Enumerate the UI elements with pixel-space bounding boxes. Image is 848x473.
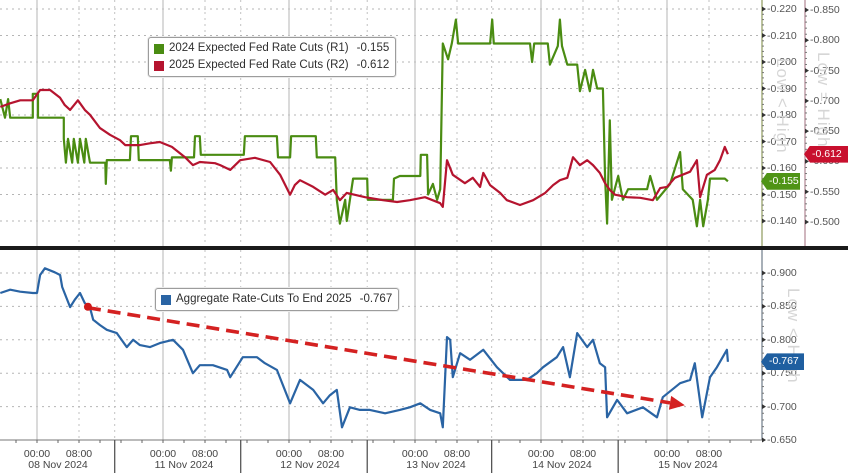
x-time-label: 00:00 [149,448,177,460]
panel-separator [0,246,848,250]
x-date-label: 14 Nov 2024 [532,459,592,471]
tick-marker-icon [762,370,766,376]
y-tick-label: -0.900 [767,267,797,279]
tick-marker-icon [805,98,809,104]
y-tick-label: -0.650 [767,434,797,446]
y-tick-label: -0.220 [767,3,797,15]
tick-marker-icon [762,86,766,91]
legend-item-aggregate-cuts: Aggregate Rate-Cuts To End 2025 -0.767 [161,291,392,308]
bottom-legend: Aggregate Rate-Cuts To End 2025 -0.767 [155,288,400,311]
tick-marker-icon [762,192,766,197]
y-tick-label: -0.850 [767,300,797,313]
series-lines [0,18,729,429]
x-date-label: 11 Nov 2024 [154,459,214,471]
tick-marker-icon [762,165,766,171]
watermark-text: Low = High [814,52,833,148]
x-date-label: 08 Nov 2024 [28,459,88,471]
arrow-head-icon [668,395,685,410]
x-time-label: 08:00 [695,448,723,460]
x-time-label: 08:00 [443,448,471,460]
x-time-label: 00:00 [527,448,555,460]
tick-marker-icon [762,6,766,12]
y-tick-label: -0.750 [810,64,840,77]
y-tick-label: -0.180 [767,109,797,121]
x-date-label: 13 Nov 2024 [406,459,466,471]
tick-marker-icon [805,158,809,164]
x-time-label: 08:00 [569,448,597,460]
last-value-tag-aggregate: -0.767 [761,353,804,371]
y-tick-label: -0.700 [810,94,840,107]
green-swatch-icon [154,43,164,54]
y-tick-label: -0.150 [767,188,797,201]
x-time-label: 08:00 [191,448,219,460]
legend-value: -0.155 [356,42,390,54]
legend-item-2024-cuts: 2024 Expected Fed Rate Cuts (R1) -0.155 [154,40,389,57]
x-time-label: 00:00 [275,448,303,460]
tick-marker-icon [805,128,809,134]
y-tick-label: -0.850 [810,4,840,16]
tick-marker-icon [805,37,809,43]
x-time-label: 08:00 [317,448,345,460]
y-tick-label: -0.700 [767,400,797,413]
x-time-label: 00:00 [401,448,429,460]
tick-marker-icon [762,270,766,276]
series-line [0,88,729,208]
tick-marker-icon [762,303,766,309]
tick-marker-icon [805,189,809,195]
legend-label: 2024 Expected Fed Rate Cuts (R1) [169,42,349,54]
gridlines [0,0,762,441]
legend-value: -0.612 [356,59,390,71]
y-tick-label: -0.800 [767,333,797,346]
legend-value: -0.767 [359,293,393,305]
y-tick-label: -0.500 [810,216,840,228]
y-tick-label: -0.210 [767,29,797,42]
tick-marker-icon [805,7,809,13]
tick-marker-icon [762,59,766,65]
legend-item-2025-cuts: 2025 Expected Fed Rate Cuts (R2) -0.612 [154,57,389,74]
y-tick-label: -0.160 [767,162,797,174]
tick-marker-icon [762,33,766,38]
dashed-arrow-line [87,305,671,405]
trend-arrow-annotation [83,302,685,410]
tick-marker-icon [762,437,766,443]
y-tick-label: -0.170 [767,135,797,148]
tick-marker-icon [762,404,766,410]
tick-marker-icon [805,68,809,74]
y-tick-label: -0.140 [767,215,797,227]
x-time-label: 08:00 [65,448,93,460]
top-legend: 2024 Expected Fed Rate Cuts (R1) -0.155 … [148,37,397,77]
y-tick-label: -0.190 [767,82,797,95]
watermark-text: Low < High [773,58,792,154]
tick-marker-icon [762,337,766,343]
y-tick-label: -0.550 [810,185,840,198]
tick-marker-icon [762,139,766,144]
tick-marker-icon [805,219,809,225]
x-date-label: 15 Nov 2024 [658,459,718,471]
tick-marker-icon [762,218,766,224]
tick-marker-icon [762,112,766,118]
red-swatch-icon [154,60,164,71]
x-date-label: 12 Nov 2024 [280,459,340,471]
y-tick-label: -0.200 [767,56,797,68]
series-line [0,18,729,228]
legend-label: 2025 Expected Fed Rate Cuts (R2) [169,59,349,71]
blue-swatch-icon [161,294,171,305]
x-time-label: 00:00 [23,448,51,460]
last-value-tag-2024: -0.155 [761,172,800,190]
arrow-start-marker [83,302,92,311]
y-tick-label: -0.650 [810,125,840,138]
x-time-label: 00:00 [653,448,681,460]
legend-label: Aggregate Rate-Cuts To End 2025 [176,293,352,305]
last-value-tag-2025: -0.612 [804,145,848,163]
y-tick-label: -0.800 [810,34,840,47]
